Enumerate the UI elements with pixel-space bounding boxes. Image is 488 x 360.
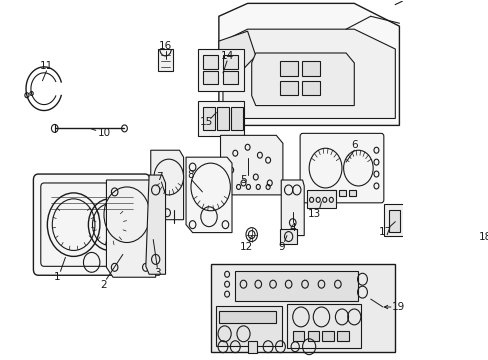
Bar — [328, 190, 336, 196]
Bar — [223, 71, 237, 84]
Bar — [219, 311, 276, 323]
Bar — [338, 190, 346, 196]
Bar — [472, 203, 481, 233]
Text: 14: 14 — [220, 51, 233, 61]
Polygon shape — [145, 175, 165, 274]
Text: 10: 10 — [97, 129, 110, 138]
Text: 12: 12 — [239, 243, 252, 252]
Text: 5: 5 — [240, 175, 246, 185]
Text: 6: 6 — [350, 140, 357, 150]
Text: 13: 13 — [307, 209, 321, 219]
Bar — [322, 331, 333, 341]
FancyBboxPatch shape — [33, 174, 150, 275]
Bar — [235, 271, 358, 301]
Bar — [203, 71, 218, 84]
Bar — [388, 210, 400, 231]
Bar — [158, 49, 173, 71]
Text: 19: 19 — [391, 302, 405, 312]
Bar — [247, 341, 257, 353]
Polygon shape — [185, 157, 231, 233]
Polygon shape — [251, 53, 354, 105]
Polygon shape — [150, 150, 183, 220]
FancyBboxPatch shape — [41, 183, 142, 266]
Bar — [231, 107, 242, 130]
Bar — [203, 107, 214, 130]
Text: 7: 7 — [156, 172, 163, 182]
Text: 3: 3 — [154, 268, 160, 278]
Bar — [307, 331, 318, 341]
Bar — [280, 81, 298, 95]
Bar — [301, 61, 319, 76]
Bar — [292, 331, 304, 341]
Text: 18: 18 — [478, 231, 488, 242]
Bar — [301, 81, 319, 95]
Bar — [306, 190, 336, 208]
Bar — [216, 306, 282, 346]
Bar — [198, 49, 244, 91]
Bar — [336, 331, 348, 341]
Bar — [348, 190, 355, 196]
Bar — [198, 100, 244, 136]
Text: 17: 17 — [378, 226, 391, 237]
Text: 15: 15 — [200, 117, 213, 127]
Bar — [470, 198, 488, 238]
Polygon shape — [220, 135, 283, 195]
Bar — [223, 55, 237, 69]
Polygon shape — [219, 31, 255, 76]
Text: 2: 2 — [100, 280, 106, 290]
Bar — [217, 107, 228, 130]
Bar — [280, 61, 298, 76]
Bar — [383, 204, 419, 235]
Text: 16: 16 — [159, 41, 172, 51]
Polygon shape — [223, 29, 394, 118]
Text: 4: 4 — [289, 222, 295, 233]
Text: 1: 1 — [54, 272, 61, 282]
Bar — [464, 190, 488, 246]
Polygon shape — [219, 3, 399, 125]
Polygon shape — [281, 180, 304, 235]
Text: 8: 8 — [186, 170, 193, 180]
Bar — [286, 304, 360, 348]
Polygon shape — [106, 180, 155, 277]
Text: 9: 9 — [278, 243, 285, 252]
Text: 11: 11 — [40, 61, 53, 71]
Bar — [403, 210, 414, 231]
Bar — [203, 55, 218, 69]
Bar — [484, 203, 488, 233]
Bar — [280, 229, 296, 244]
FancyBboxPatch shape — [300, 133, 383, 203]
FancyBboxPatch shape — [210, 264, 394, 352]
